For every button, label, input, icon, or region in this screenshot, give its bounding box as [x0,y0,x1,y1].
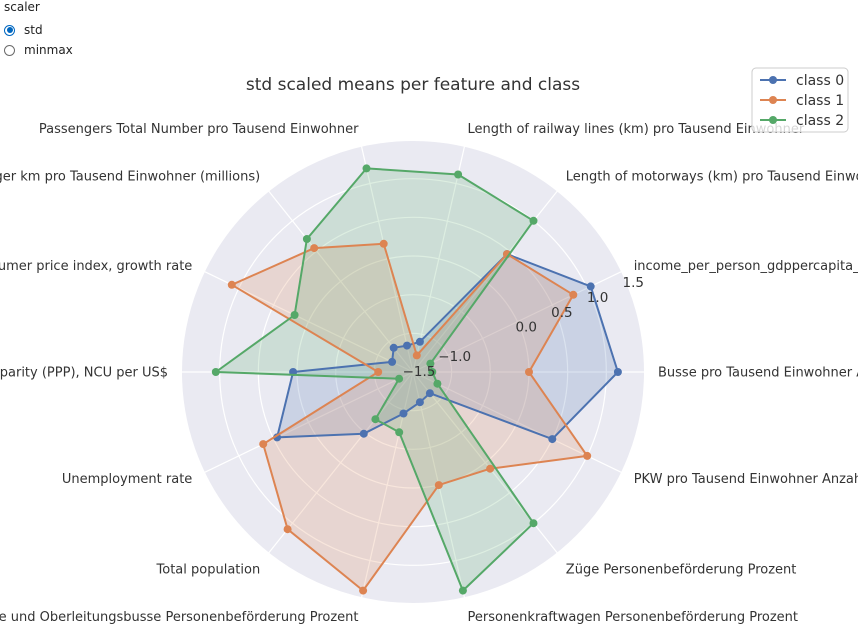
series-point [583,451,592,460]
rtick-label: 1.0 [587,290,608,306]
series-point [415,398,424,407]
rtick-label: 0.0 [515,320,536,336]
grid-spoke [412,145,466,373]
radio-std-circle[interactable] [4,24,15,36]
series-point [388,357,397,366]
series-point [458,586,467,595]
series-point [374,368,383,376]
axis-label: Passenger km pro Tausend Einwohner (mill… [0,170,260,185]
legend-label: class 1 [796,93,844,109]
legend-marker [769,96,777,104]
series-point [310,244,319,253]
grid-spoke [203,371,414,474]
radio-minmax-label: minmax [24,43,73,57]
series-point [371,415,380,424]
legend-marker [769,116,777,124]
polar-grid [180,139,646,605]
grid-spoke [267,190,414,373]
series-point [403,341,411,350]
series-point [211,368,220,376]
series-point [613,368,622,376]
legend-marker [769,76,777,84]
axis-label: Züge Personenbeförderung Prozent [566,563,797,578]
axis-label: Length of motorways (km) pro Tausend Ein… [566,170,858,185]
series-point [359,586,368,595]
series-fill-0 [277,254,618,440]
series-point [302,235,311,243]
legend-box [751,67,849,133]
series-point [525,368,533,376]
axis-label: Passengers Total Number pro Tausend Einw… [39,122,359,137]
series-point [395,428,404,437]
axis-label: Purchasing power parity (PPP), NCU per U… [0,366,168,381]
series-fill-1 [231,243,588,591]
series-point [389,343,398,352]
axis-label: PKW pro Tausend Einwohner Anzahl [634,472,858,487]
series-point [454,170,463,179]
series-point [379,239,388,248]
radio-minmax-circle[interactable] [4,44,15,56]
series-point [415,337,424,346]
axis-label: Busse pro Tausend Einwohner Anzahl [658,366,858,381]
series-point [586,282,595,291]
series-point [426,359,435,368]
series-fills [215,168,618,591]
series-point [486,464,495,473]
series-point [359,429,368,438]
series-fill-2 [215,168,534,591]
series-point [283,525,292,534]
radial-tick-labels: 1.5 1.0 0.5 0.0 −1.0−1.5 [403,275,644,380]
series-point [434,481,443,490]
series-point [529,519,538,528]
series-point [425,389,434,398]
rtick-label: 0.5 [551,305,572,321]
grid-spoke [267,371,414,554]
series-point [433,379,442,388]
chart-title: std scaled means per feature and class [246,75,580,95]
series-point [548,435,557,444]
radio-std-label: std [24,23,43,37]
series-lines [211,164,622,595]
radio-minmax[interactable]: minmax [4,42,73,58]
rtick-label: −1.0 [438,349,471,365]
axis-labels: Busse pro Tausend Einwohner Anzahl PKW pr… [0,122,858,625]
rtick-label: −1.5 [403,364,436,380]
axis-label: Unemployment rate [62,472,192,487]
legend-label: class 2 [796,113,844,129]
series-point [428,368,437,376]
legend: class 0 class 1 class 2 [751,67,849,133]
series-point [259,440,268,449]
axis-label: Busse, Reisebusse und Oberleitungsbusse … [0,610,359,625]
legend-label: class 0 [796,73,844,89]
series-point [529,216,538,225]
series-point [290,311,299,319]
series-point [395,374,404,383]
series-point [273,433,282,442]
axis-label: income_per_person_gdppercapita_ppp_infla… [634,259,858,274]
series-point [227,280,236,289]
radio-std[interactable]: std [4,22,43,38]
axis-label: Personenkraftwagen Personenbeförderung P… [468,610,798,625]
scaler-label: scaler [4,0,40,14]
axis-label: Consumer price index, growth rate [0,259,192,274]
series-point [399,409,408,418]
series-point [412,351,421,360]
rtick-label: 1.5 [623,275,644,291]
series-point [362,164,371,173]
axis-label: Total population [156,563,261,578]
series-point [569,290,578,299]
axis-label: Length of railway lines (km) pro Tausend… [468,122,805,137]
